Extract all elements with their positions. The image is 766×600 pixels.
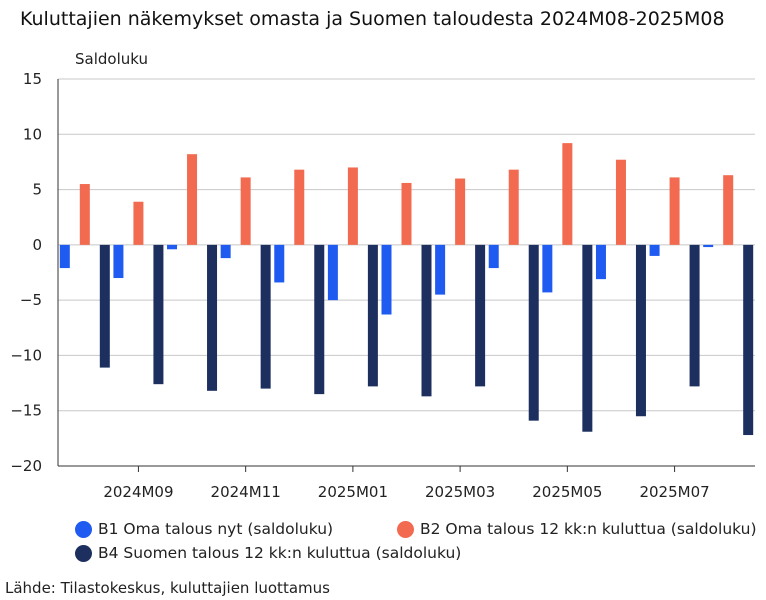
bar-b1-2025M03 (435, 244, 446, 295)
y-tick-label: −20 (10, 457, 42, 475)
bar-b1-2025M08 (703, 244, 714, 248)
bar-b4-2025M03 (475, 244, 486, 387)
axes (57, 79, 755, 472)
bar-b1-2025M06 (595, 244, 606, 280)
bar-b1-2025M05 (542, 244, 553, 293)
bars (59, 143, 754, 436)
y-tick-labels: 15 10 5 0 −5 −10 −15 −20 (10, 70, 42, 475)
bar-b2-2025M02 (401, 182, 412, 245)
bar-b2-2025M03 (455, 178, 466, 245)
y-tick-label: 5 (32, 181, 42, 199)
legend-dot-b4 (75, 544, 92, 562)
bar-b2-2025M08 (723, 175, 734, 245)
bar-b4-2025M05 (582, 244, 593, 432)
bar-b1-2024M10 (167, 244, 178, 250)
y-tick-label: 10 (23, 125, 42, 143)
bar-b2-2024M11 (240, 177, 251, 245)
legend-item-b2: B2 Oma talous 12 kk:n kuluttua (saldoluk… (397, 520, 757, 538)
y-tick-label: −5 (20, 291, 42, 309)
bar-b1-2024M12 (274, 244, 285, 283)
bar-b4-2025M04 (528, 244, 539, 421)
y-tick-label: 15 (23, 70, 42, 88)
bar-b4-2025M01 (367, 244, 378, 387)
legend-label-b1: B1 Oma talous nyt (saldoluku) (98, 520, 334, 538)
legend-dot-b2 (397, 520, 414, 538)
legend-label-b2: B2 Oma talous 12 kk:n kuluttua (saldoluk… (420, 520, 757, 538)
bar-b2-2025M07 (669, 177, 680, 245)
x-tick-label: 2024M09 (103, 483, 173, 501)
bar-b4-2025M02 (421, 244, 432, 397)
y-tick-label: −10 (10, 346, 42, 364)
legend-item-b1: B1 Oma talous nyt (saldoluku) (75, 520, 333, 538)
x-tick-label: 2024M11 (211, 483, 281, 501)
bar-b2-2024M09 (133, 201, 144, 245)
bar-b4-2024M08 (99, 244, 110, 368)
y-tick-label: −15 (10, 402, 42, 420)
bar-b2-2025M01 (347, 167, 358, 245)
bar-b4-2025M06 (635, 244, 646, 417)
legend-item-b4: B4 Suomen talous 12 kk:n kuluttua (saldo… (75, 544, 461, 562)
bar-b4-2024M10 (207, 244, 218, 391)
legend-dot-b1 (75, 520, 92, 538)
x-tick-label: 2025M03 (425, 483, 495, 501)
x-tick-label: 2025M05 (532, 483, 602, 501)
y-axis-label: Saldoluku (75, 50, 148, 68)
bar-b1-2024M11 (220, 244, 231, 259)
x-tick-labels: 2024M09 2024M11 2025M01 2025M03 2025M05 2025M… (103, 483, 709, 501)
legend-label-b4: B4 Suomen talous 12 kk:n kuluttua (saldo… (98, 544, 462, 562)
bar-b1-2024M08 (59, 244, 70, 269)
bar-b2-2024M08 (79, 184, 90, 245)
bar-b2-2025M06 (615, 159, 626, 245)
bar-b2-2024M10 (187, 154, 198, 245)
bar-b1-2025M04 (488, 244, 499, 269)
bar-b2-2025M05 (562, 143, 573, 245)
x-tick-label: 2025M01 (318, 483, 388, 501)
bar-b4-2024M09 (153, 244, 164, 385)
bar-b1-2024M09 (113, 244, 124, 279)
bar-b4-2024M11 (260, 244, 271, 389)
bar-b1-2025M02 (381, 244, 392, 315)
bar-b1-2025M07 (649, 244, 660, 256)
source-note: Lähde: Tilastokeskus, kuluttajien luotta… (5, 579, 330, 597)
bar-b4-2024M12 (314, 244, 325, 395)
bar-b2-2024M12 (294, 169, 305, 245)
x-tick-label: 2025M07 (639, 483, 709, 501)
y-tick-label: 0 (32, 236, 42, 254)
bar-b4-2025M08 (743, 244, 754, 436)
bar-b1-2025M01 (327, 244, 338, 301)
chart-title: Kuluttajien näkemykset omasta ja Suomen … (20, 8, 725, 30)
bar-b2-2025M04 (508, 169, 519, 245)
bar-b4-2025M07 (689, 244, 700, 387)
